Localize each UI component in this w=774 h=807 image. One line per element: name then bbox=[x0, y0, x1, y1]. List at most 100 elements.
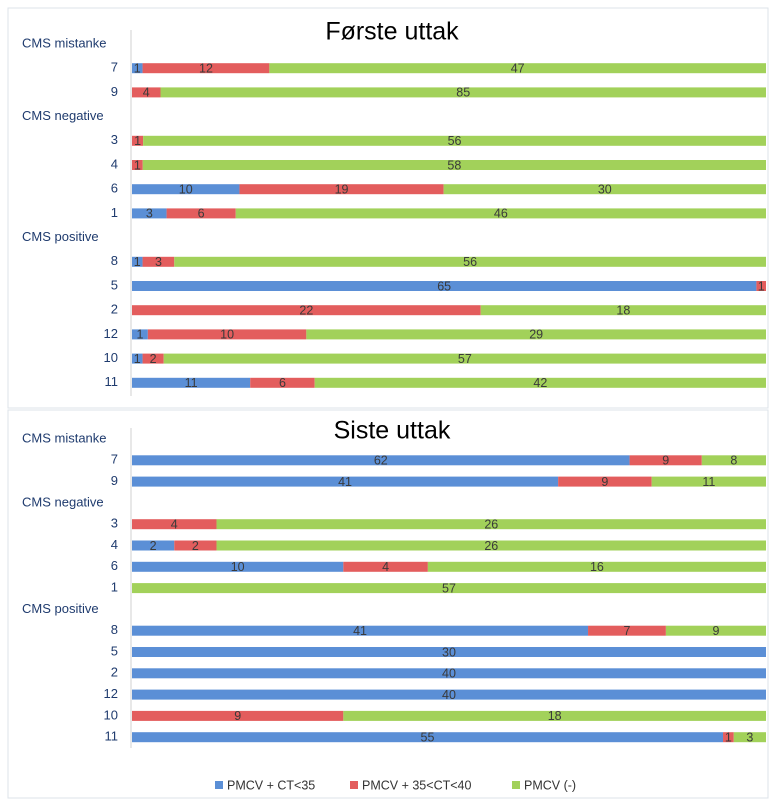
legend-label: PMCV (-) bbox=[524, 778, 576, 792]
data-label: 57 bbox=[458, 352, 472, 366]
bar-segment bbox=[216, 540, 767, 551]
data-label: 26 bbox=[484, 517, 498, 531]
bar-segment bbox=[132, 476, 559, 487]
data-label: 42 bbox=[533, 376, 547, 390]
data-label: 62 bbox=[374, 454, 388, 468]
data-label: 2 bbox=[192, 539, 199, 553]
y-tick-label: 7 bbox=[111, 452, 118, 467]
data-label: 19 bbox=[335, 182, 349, 196]
bar-segment bbox=[132, 519, 217, 530]
bar-segment bbox=[443, 184, 766, 195]
y-tick-label: 3 bbox=[111, 516, 118, 531]
bar-segment bbox=[143, 135, 766, 146]
bar-segment bbox=[132, 561, 344, 572]
data-label: 4 bbox=[143, 86, 150, 100]
data-label: 1 bbox=[134, 158, 141, 172]
data-label: 30 bbox=[442, 645, 456, 659]
data-label: 47 bbox=[511, 61, 525, 75]
bar-segment bbox=[723, 732, 734, 743]
data-label: 56 bbox=[448, 134, 462, 148]
data-label: 3 bbox=[146, 207, 153, 221]
data-label: 9 bbox=[712, 624, 719, 638]
data-label: 58 bbox=[447, 158, 461, 172]
data-label: 1 bbox=[758, 279, 765, 293]
bar-segment bbox=[132, 625, 589, 636]
bar-segment bbox=[142, 353, 164, 364]
legend-label: PMCV + 35<CT<40 bbox=[362, 778, 471, 792]
chart-title: Første uttak bbox=[325, 18, 459, 46]
y-tick-label: 2 bbox=[111, 302, 118, 317]
y-tick-label: 11 bbox=[105, 729, 119, 744]
data-label: 18 bbox=[616, 303, 630, 317]
data-label: 65 bbox=[437, 279, 451, 293]
data-label: 30 bbox=[598, 182, 612, 196]
data-label: 6 bbox=[279, 376, 286, 390]
data-label: 1 bbox=[136, 328, 143, 342]
data-label: 11 bbox=[702, 475, 715, 489]
bar-segment bbox=[132, 135, 144, 146]
bar-segment bbox=[132, 377, 251, 388]
data-label: 41 bbox=[338, 475, 352, 489]
data-label: 7 bbox=[623, 624, 630, 638]
bar-segment bbox=[132, 668, 766, 679]
data-label: 3 bbox=[155, 255, 162, 269]
bar-segment bbox=[427, 561, 766, 572]
data-label: 10 bbox=[179, 182, 193, 196]
data-label: 55 bbox=[421, 730, 435, 744]
group-label: CMS positive bbox=[22, 601, 99, 616]
bar-segment bbox=[314, 377, 766, 388]
bar-segment bbox=[132, 329, 148, 340]
bar-segment bbox=[558, 476, 652, 487]
y-tick-label: 10 bbox=[104, 707, 118, 722]
group-label: CMS negative bbox=[22, 108, 104, 123]
bar-segment bbox=[250, 377, 315, 388]
data-label: 11 bbox=[185, 376, 198, 390]
bar-segment bbox=[132, 281, 757, 291]
bar-segment bbox=[132, 455, 630, 466]
y-tick-label: 8 bbox=[111, 622, 118, 637]
group-label: CMS positive bbox=[22, 229, 99, 244]
bar-segment bbox=[651, 476, 766, 487]
data-label: 26 bbox=[484, 539, 498, 553]
data-label: 1 bbox=[725, 730, 732, 744]
bar-segment bbox=[756, 281, 766, 291]
bar-segment bbox=[132, 647, 766, 657]
data-label: 8 bbox=[730, 454, 737, 468]
bar-segment bbox=[588, 625, 666, 636]
bar-segment bbox=[142, 256, 175, 267]
group-label: CMS mistanke bbox=[22, 430, 107, 445]
data-label: 4 bbox=[171, 517, 178, 531]
data-label: 1 bbox=[134, 61, 141, 75]
bar-segment bbox=[132, 353, 143, 364]
data-label: 2 bbox=[150, 539, 157, 553]
bar-segment bbox=[132, 583, 766, 594]
y-tick-label: 9 bbox=[111, 473, 118, 488]
legend-swatch bbox=[350, 781, 358, 789]
bar-segment bbox=[239, 184, 444, 195]
y-tick-label: 7 bbox=[111, 60, 118, 75]
bar-segment bbox=[166, 208, 236, 219]
data-label: 41 bbox=[353, 624, 367, 638]
bar-segment bbox=[343, 710, 766, 721]
bar-segment bbox=[306, 329, 766, 340]
bar-segment bbox=[142, 160, 767, 170]
data-label: 10 bbox=[231, 560, 245, 574]
data-label: 57 bbox=[442, 581, 456, 595]
bar-segment bbox=[160, 87, 766, 98]
y-tick-label: 5 bbox=[111, 277, 118, 292]
bar-segment bbox=[132, 305, 481, 316]
group-label: CMS negative bbox=[22, 494, 104, 509]
bar-segment bbox=[216, 519, 767, 530]
data-label: 18 bbox=[548, 709, 562, 723]
y-tick-label: 2 bbox=[111, 665, 118, 680]
bar-segment bbox=[174, 256, 766, 267]
bar-segment bbox=[132, 732, 724, 743]
legend-label: PMCV + CT<35 bbox=[227, 778, 315, 792]
legend-swatch bbox=[512, 781, 520, 789]
y-tick-label: 3 bbox=[111, 132, 118, 147]
bar-segment bbox=[629, 455, 702, 466]
y-tick-label: 10 bbox=[104, 350, 118, 365]
bar-segment bbox=[132, 184, 240, 195]
bar-segment bbox=[132, 689, 766, 700]
